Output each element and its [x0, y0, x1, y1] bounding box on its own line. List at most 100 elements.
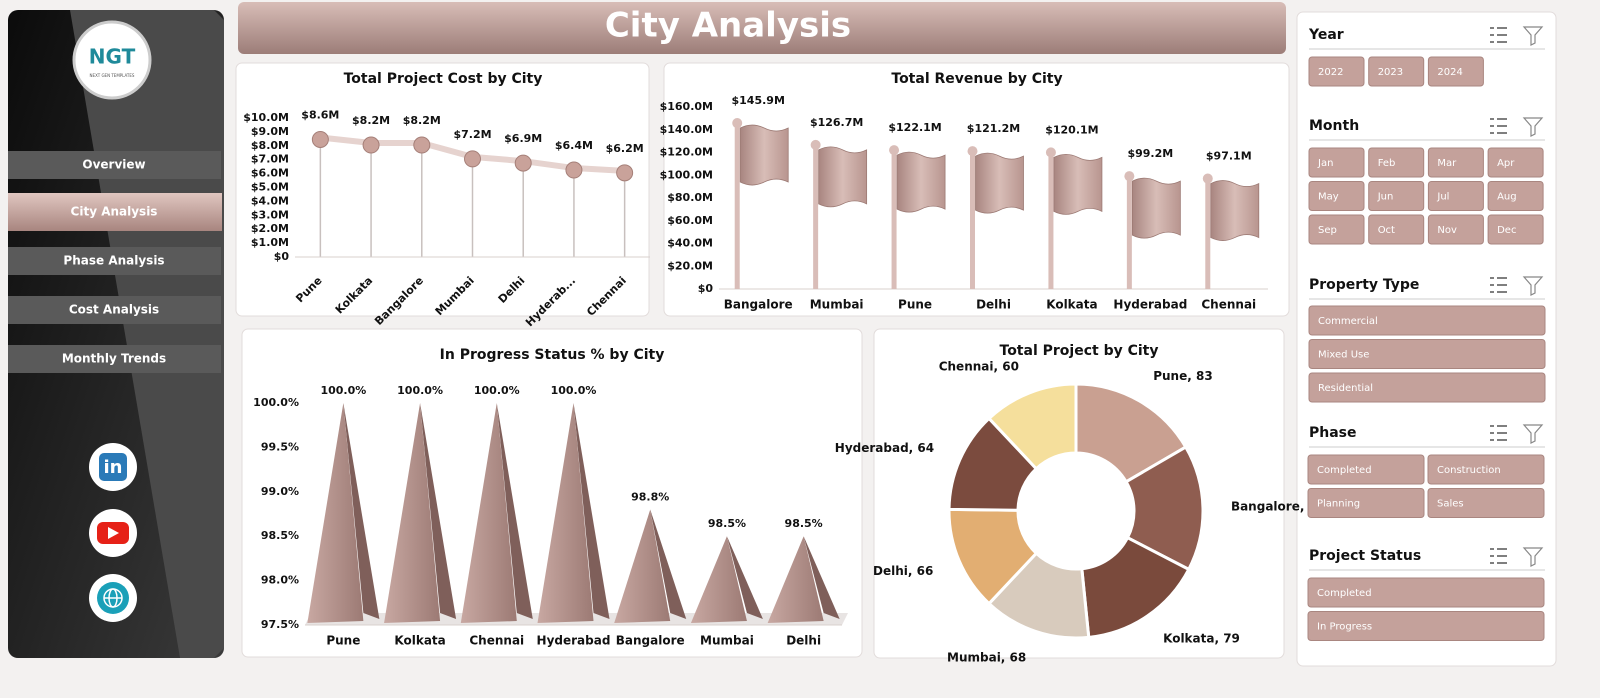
slicer-button[interactable]: [1308, 214, 1365, 245]
marker: [514, 154, 532, 172]
marker: [362, 136, 380, 154]
slicer-button[interactable]: [1487, 147, 1544, 178]
value-label: 100.0%: [320, 384, 366, 397]
slicer-item: 2023: [1378, 67, 1403, 78]
slicer-title: Month: [1309, 118, 1359, 134]
slicer-button[interactable]: [1308, 181, 1365, 211]
clear-filter-icon[interactable]: [1522, 117, 1544, 137]
slicer-button[interactable]: [1427, 147, 1484, 178]
slice: [1074, 382, 1188, 484]
nav-button[interactable]: [8, 151, 221, 179]
slicer-button[interactable]: [1427, 488, 1545, 518]
value-label: $99.2M: [1127, 147, 1173, 160]
slicer-button[interactable]: [1427, 454, 1545, 485]
chart-title: Total Project Cost by City: [344, 71, 543, 87]
slicer-button[interactable]: [1308, 372, 1546, 403]
slicer-title: Property Type: [1309, 277, 1419, 293]
y-tick-label: $7.0M: [251, 153, 289, 166]
flag: [896, 151, 946, 213]
nav-button[interactable]: [8, 193, 222, 231]
value-label: $97.1M: [1206, 150, 1252, 163]
slicer-button[interactable]: [1307, 611, 1545, 641]
multi-select-icon[interactable]: [1490, 277, 1507, 293]
pyramid: [537, 403, 594, 623]
slicer-button[interactable]: [1427, 214, 1484, 245]
multi-select-icon[interactable]: [1490, 548, 1507, 564]
nav-button[interactable]: [8, 247, 221, 275]
nav-button[interactable]: [8, 296, 221, 324]
slicer-item: May: [1318, 192, 1339, 203]
clear-filter-icon[interactable]: [1522, 547, 1544, 567]
slicer-button[interactable]: [1368, 181, 1425, 211]
flag-pole: [813, 144, 819, 289]
x-tick-label: Mumbai: [810, 298, 864, 312]
pyramid-side: [803, 536, 840, 619]
value-label: $7.2M: [453, 128, 491, 141]
clear-filter-icon[interactable]: [1522, 276, 1544, 296]
y-tick-label: 98.0%: [261, 574, 299, 587]
nav-button[interactable]: [8, 345, 221, 373]
x-tick-label: Kolkata: [1046, 298, 1097, 312]
nav-label: Cost Analysis: [69, 303, 159, 317]
pyramid-side: [650, 509, 687, 619]
x-tick-label: Kolkata: [394, 634, 445, 648]
multi-select-icon[interactable]: [1490, 27, 1507, 43]
slicer-button[interactable]: [1368, 56, 1425, 87]
marker: [311, 130, 329, 148]
slicer-button[interactable]: [1427, 56, 1484, 87]
slicer-item: Sales: [1437, 499, 1464, 510]
slice-label: Hyderabad, 64: [835, 441, 934, 455]
slicer-item: Jan: [1317, 158, 1333, 169]
slicer-button[interactable]: [1487, 181, 1544, 211]
y-tick-label: 98.5%: [261, 529, 299, 542]
slicer-button[interactable]: [1427, 181, 1484, 211]
slicer-item: Nov: [1437, 225, 1457, 236]
slicer-button[interactable]: [1307, 577, 1545, 608]
slicer-button[interactable]: [1308, 305, 1546, 336]
slicer-item: 2024: [1437, 67, 1462, 78]
flag-knob: [732, 118, 743, 129]
y-tick-label: $160.0M: [660, 100, 713, 113]
pyramid-side: [496, 403, 533, 619]
slicer-button[interactable]: [1368, 214, 1425, 245]
x-tick-label: Delhi: [976, 298, 1011, 312]
slicer-button[interactable]: [1487, 214, 1544, 245]
logo: NGT: [89, 45, 136, 69]
slicer-button[interactable]: [1307, 454, 1425, 485]
slicer-title: Phase: [1309, 425, 1357, 441]
slice: [986, 382, 1078, 471]
pyramid-side: [420, 403, 457, 619]
multi-select-icon[interactable]: [1490, 118, 1507, 134]
slicer-item: 2022: [1318, 67, 1343, 78]
multi-select-icon[interactable]: [1490, 425, 1507, 441]
clear-filter-icon[interactable]: [1522, 424, 1544, 444]
slicer-button[interactable]: [1368, 147, 1425, 178]
marker: [565, 161, 583, 179]
header-title: City Analysis: [605, 6, 851, 46]
pyramid: [614, 509, 671, 623]
value-label: 98.5%: [785, 517, 823, 530]
value-label: 98.5%: [708, 517, 746, 530]
x-tick-label: Delhi: [786, 634, 821, 648]
flag: [1210, 180, 1260, 241]
x-tick-label: Hyderabad: [537, 634, 611, 648]
value-label: $6.2M: [606, 142, 644, 155]
clear-filter-icon[interactable]: [1522, 26, 1544, 46]
slicer-item: Aug: [1497, 192, 1517, 203]
y-tick-label: $1.0M: [251, 236, 289, 249]
y-tick-label: $4.0M: [251, 194, 289, 207]
slicer-item: Mar: [1437, 158, 1457, 169]
slicer-button[interactable]: [1308, 147, 1365, 178]
slicer-button[interactable]: [1307, 488, 1425, 518]
slicer-item: Residential: [1318, 383, 1373, 394]
pyramid-side: [573, 403, 610, 619]
slicer-button[interactable]: [1308, 339, 1546, 369]
y-tick-label: $120.0M: [660, 146, 713, 159]
slice-label: Delhi, 66: [873, 564, 933, 578]
slicer-item: Feb: [1378, 158, 1396, 169]
flag-knob: [810, 139, 821, 150]
flag: [975, 152, 1024, 214]
slicer-button[interactable]: [1308, 56, 1365, 87]
header: [238, 2, 1286, 54]
marker: [464, 150, 481, 168]
